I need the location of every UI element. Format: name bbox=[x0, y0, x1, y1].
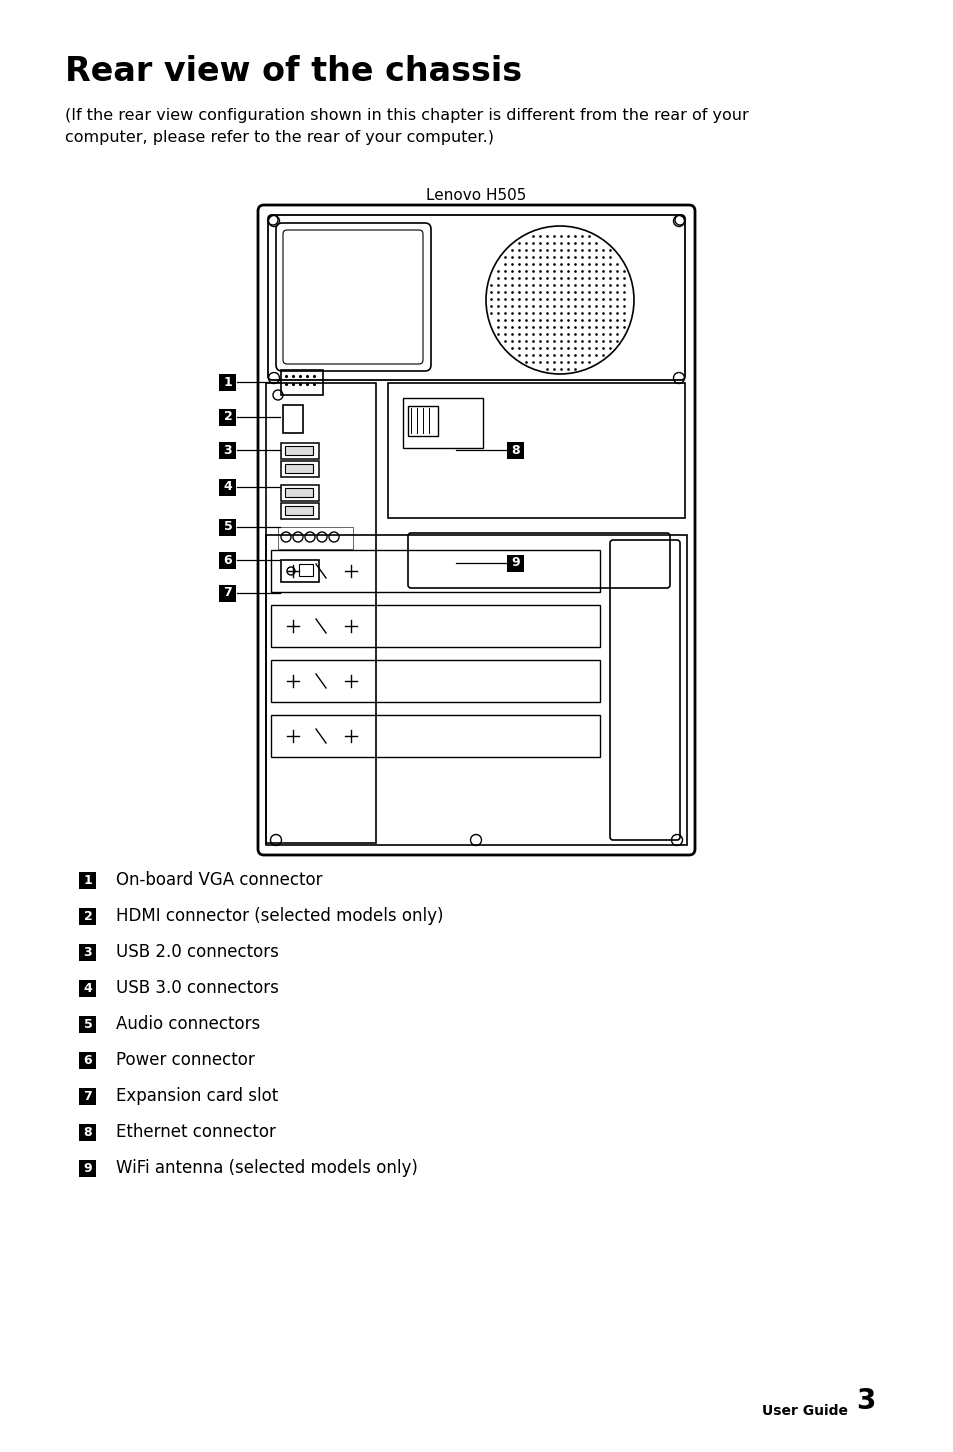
Text: 9: 9 bbox=[511, 556, 519, 569]
Text: (If the rear view configuration shown in this chapter is different from the rear: (If the rear view configuration shown in… bbox=[65, 107, 748, 145]
Bar bbox=[219, 373, 236, 391]
Bar bbox=[281, 502, 318, 518]
Text: Power connector: Power connector bbox=[116, 1051, 254, 1069]
Bar bbox=[266, 383, 375, 844]
Bar bbox=[79, 1015, 96, 1032]
Bar bbox=[281, 560, 318, 582]
Text: 3: 3 bbox=[855, 1387, 875, 1416]
Text: 5: 5 bbox=[223, 520, 233, 533]
Bar bbox=[507, 441, 524, 459]
Text: Ethernet connector: Ethernet connector bbox=[116, 1122, 275, 1141]
Bar bbox=[219, 441, 236, 459]
Text: 3: 3 bbox=[223, 443, 233, 456]
Text: Expansion card slot: Expansion card slot bbox=[116, 1088, 278, 1105]
Bar bbox=[79, 871, 96, 889]
Text: 3: 3 bbox=[84, 945, 92, 958]
Text: Audio connectors: Audio connectors bbox=[116, 1015, 260, 1032]
Text: 6: 6 bbox=[84, 1054, 92, 1067]
Text: 6: 6 bbox=[223, 553, 233, 566]
Bar bbox=[79, 1124, 96, 1140]
Text: HDMI connector (selected models only): HDMI connector (selected models only) bbox=[116, 908, 443, 925]
Text: 8: 8 bbox=[84, 1125, 92, 1138]
Bar bbox=[79, 980, 96, 996]
Bar bbox=[219, 585, 236, 601]
Bar bbox=[271, 661, 599, 701]
Text: 1: 1 bbox=[84, 874, 92, 887]
Bar bbox=[507, 555, 524, 572]
Bar bbox=[283, 405, 303, 433]
Text: On-board VGA connector: On-board VGA connector bbox=[116, 871, 322, 889]
Bar bbox=[281, 485, 318, 501]
Bar bbox=[285, 505, 313, 515]
Text: 2: 2 bbox=[84, 909, 92, 922]
Text: 7: 7 bbox=[223, 587, 233, 600]
Text: 8: 8 bbox=[511, 443, 519, 456]
Text: 4: 4 bbox=[84, 982, 92, 995]
Bar bbox=[79, 1088, 96, 1105]
Bar bbox=[277, 527, 353, 549]
Bar bbox=[402, 398, 482, 449]
Bar bbox=[219, 479, 236, 495]
Bar bbox=[219, 408, 236, 425]
Bar bbox=[285, 446, 313, 454]
Bar bbox=[79, 944, 96, 961]
Bar bbox=[408, 407, 437, 436]
Bar bbox=[219, 518, 236, 536]
Text: 7: 7 bbox=[84, 1089, 92, 1102]
Bar bbox=[271, 714, 599, 756]
Bar bbox=[79, 1160, 96, 1176]
Bar bbox=[285, 465, 313, 473]
Text: USB 3.0 connectors: USB 3.0 connectors bbox=[116, 979, 278, 998]
Text: 1: 1 bbox=[223, 376, 233, 389]
Bar bbox=[281, 443, 318, 459]
Bar bbox=[298, 563, 313, 576]
Text: USB 2.0 connectors: USB 2.0 connectors bbox=[116, 942, 278, 961]
Text: 2: 2 bbox=[223, 411, 233, 424]
Text: User Guide: User Guide bbox=[761, 1404, 847, 1419]
Bar bbox=[266, 534, 686, 845]
Text: Lenovo H505: Lenovo H505 bbox=[425, 187, 526, 203]
Bar bbox=[219, 552, 236, 569]
Text: WiFi antenna (selected models only): WiFi antenna (selected models only) bbox=[116, 1159, 417, 1178]
Bar bbox=[79, 1051, 96, 1069]
Text: 4: 4 bbox=[223, 481, 233, 494]
Bar bbox=[271, 550, 599, 592]
Bar bbox=[79, 908, 96, 925]
Bar bbox=[281, 370, 323, 395]
Bar bbox=[271, 605, 599, 648]
Bar bbox=[388, 383, 684, 518]
Bar bbox=[281, 460, 318, 478]
Bar bbox=[285, 488, 313, 497]
Text: 5: 5 bbox=[84, 1018, 92, 1031]
Text: Rear view of the chassis: Rear view of the chassis bbox=[65, 55, 521, 89]
Text: 9: 9 bbox=[84, 1162, 92, 1175]
